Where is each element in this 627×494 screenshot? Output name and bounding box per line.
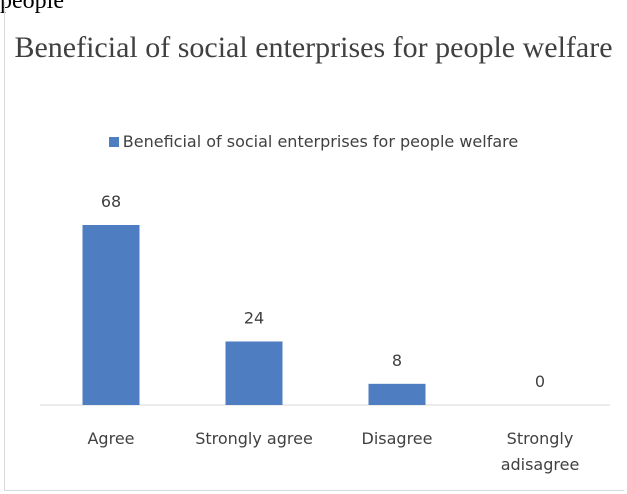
category-label-0: Agree bbox=[87, 429, 134, 448]
data-label-0: 68 bbox=[101, 192, 121, 211]
category-label-2: Disagree bbox=[362, 429, 433, 448]
legend-label: Beneficial of social enterprises for peo… bbox=[122, 132, 519, 151]
legend: Beneficial of social enterprises for peo… bbox=[0, 132, 627, 151]
data-label-2: 8 bbox=[392, 351, 402, 370]
bar-1 bbox=[225, 341, 283, 405]
bar-0 bbox=[82, 225, 140, 405]
top-cut-text: people bbox=[0, 0, 64, 14]
bar-2 bbox=[368, 383, 426, 405]
chart-title: Beneficial of social enterprises for peo… bbox=[14, 31, 613, 64]
data-label-1: 24 bbox=[244, 308, 264, 327]
data-label-3: 0 bbox=[535, 372, 545, 391]
category-label-1: Strongly agree bbox=[195, 429, 313, 448]
chart-frame bbox=[4, 2, 624, 491]
legend-swatch bbox=[108, 137, 119, 147]
category-label-3: Strongly adisagree bbox=[501, 429, 580, 474]
